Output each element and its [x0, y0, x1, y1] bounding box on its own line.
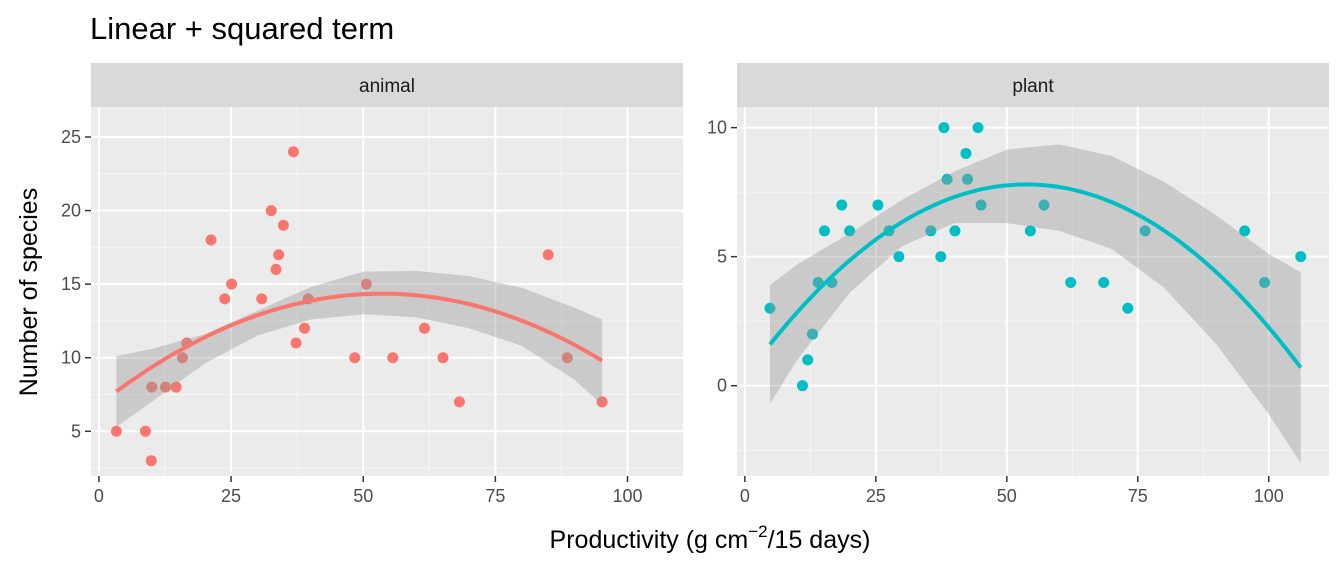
panel-background [91, 107, 683, 476]
data-point-animal [287, 146, 299, 158]
data-point-animal [176, 352, 188, 364]
data-point-animal [437, 352, 449, 364]
fit-line-plant [768, 182, 1303, 369]
data-point-animal [256, 293, 268, 305]
data-point-plant [1065, 276, 1077, 288]
facet-strip-animal [91, 63, 683, 107]
data-point-animal [146, 381, 158, 393]
x-tick-label: 25 [866, 486, 886, 506]
data-point-animal [160, 381, 172, 393]
x-axis-title-main: Productivity (g cm [550, 526, 749, 554]
data-point-plant [872, 199, 884, 211]
data-point-animal [273, 249, 285, 261]
facet-strip-plant [737, 63, 1329, 107]
facet-panel-plant: plant 0 25 50 75 100 0 5 10 [707, 63, 1329, 506]
facet-strip-label-plant: plant [1012, 76, 1054, 97]
x-tick-label: 100 [1254, 486, 1284, 506]
x-tick-label: 100 [612, 486, 642, 506]
y-tick-label: 10 [707, 118, 727, 138]
data-point-plant [802, 354, 814, 366]
data-point-plant [844, 225, 856, 237]
x-axis-title-superscript: −2 [748, 522, 767, 541]
data-point-plant [1139, 225, 1151, 237]
data-point-plant [960, 147, 972, 159]
x-axis-title-suffix: /15 days) [768, 526, 871, 554]
x-tick-label: 0 [740, 486, 750, 506]
facet-panel-animal: animal 0 25 50 75 100 5 10 15 20 25 [61, 63, 683, 506]
data-point-plant [806, 328, 818, 340]
data-point-animal [349, 352, 361, 364]
data-point-plant [941, 173, 953, 185]
data-point-animal [561, 352, 573, 364]
data-point-plant [893, 251, 905, 263]
data-point-plant [1122, 302, 1134, 314]
x-tick-label: 25 [221, 486, 241, 506]
data-point-animal [299, 322, 311, 334]
x-tick-label: 50 [353, 486, 373, 506]
y-tick-label: 25 [61, 127, 81, 147]
data-point-animal [170, 381, 182, 393]
data-point-plant [836, 199, 848, 211]
data-point-animal [542, 249, 554, 261]
data-point-animal [419, 322, 431, 334]
data-point-animal [277, 219, 289, 231]
chart-title: Linear + squared term [90, 11, 394, 46]
data-point-animal [596, 396, 608, 408]
data-point-plant [1295, 251, 1307, 263]
data-point-animal [139, 425, 151, 437]
data-point-plant [796, 380, 808, 392]
y-tick-label: 5 [717, 247, 727, 267]
data-point-plant [1038, 199, 1050, 211]
y-tick-label: 0 [717, 376, 727, 396]
y-tick-label: 20 [61, 201, 81, 221]
data-point-plant [1024, 225, 1036, 237]
x-tick-label: 50 [997, 486, 1017, 506]
data-point-animal [226, 278, 238, 290]
data-point-plant [972, 122, 984, 134]
data-point-animal [270, 263, 282, 275]
x-tick-label: 75 [485, 486, 505, 506]
data-point-animal [145, 455, 157, 467]
data-point-plant [925, 225, 937, 237]
data-point-plant [818, 225, 830, 237]
data-point-plant [764, 302, 776, 314]
data-point-animal [360, 278, 372, 290]
x-tick-label: 75 [1128, 486, 1148, 506]
data-point-plant [1259, 276, 1271, 288]
data-point-animal [290, 337, 302, 349]
data-point-plant [962, 173, 974, 185]
facet-strip-label-animal: animal [359, 76, 415, 97]
y-tick-label: 10 [61, 348, 81, 368]
data-point-animal [387, 352, 399, 364]
data-point-animal [453, 396, 465, 408]
confidence-ribbon-plant [770, 144, 1301, 464]
data-point-animal [219, 293, 231, 305]
y-axis-title: Number of species [15, 188, 43, 396]
data-point-plant [935, 251, 947, 263]
y-tick-label: 15 [61, 274, 81, 294]
data-point-animal [205, 234, 217, 246]
panel-background [737, 107, 1329, 476]
data-point-plant [975, 199, 987, 211]
x-tick-label: 0 [94, 486, 104, 506]
data-point-animal [110, 425, 122, 437]
data-point-plant [949, 225, 961, 237]
data-point-plant [1098, 276, 1110, 288]
data-point-plant [938, 122, 950, 134]
x-axis-title: Productivity (g cm−2/15 days) [550, 522, 871, 554]
data-point-plant [1239, 225, 1251, 237]
data-point-animal [265, 205, 277, 217]
confidence-ribbon-animal [116, 270, 603, 427]
y-tick-label: 5 [71, 421, 81, 441]
fit-line-animal [115, 291, 604, 394]
